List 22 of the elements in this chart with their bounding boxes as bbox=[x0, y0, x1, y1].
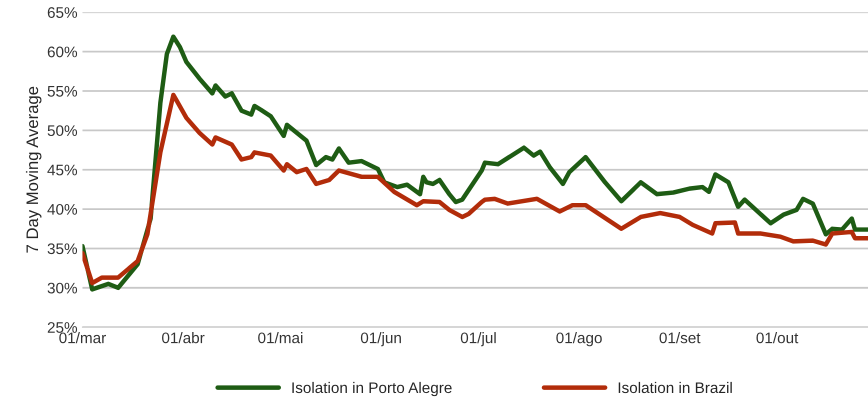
legend-label: Isolation in Porto Alegre bbox=[292, 382, 452, 396]
legend-label: Isolation in Brazil bbox=[618, 382, 732, 394]
y-tick-label: 55% bbox=[48, 86, 78, 97]
y-tick-label: 45% bbox=[47, 164, 78, 176]
y-tick-label: 35% bbox=[48, 243, 78, 254]
y-tick-label: 30% bbox=[48, 282, 78, 294]
x-tick-label: 01/mai bbox=[258, 332, 302, 344]
y-axis-title: 7 Day Moving Average bbox=[26, 86, 42, 253]
y-tick-label: 65% bbox=[48, 7, 78, 18]
x-tick-label: 01/jun bbox=[360, 332, 401, 346]
y-tick-label: 60% bbox=[48, 46, 78, 58]
line-series bbox=[82, 92, 868, 286]
x-tick-label: 01/jul bbox=[460, 332, 496, 346]
x-tick-label: 01/mar bbox=[59, 332, 106, 344]
y-tick-label: 50% bbox=[48, 125, 78, 136]
x-tick-label: 01/out bbox=[756, 332, 798, 344]
y-tick-label: 25% bbox=[48, 322, 78, 333]
y-tick-label: 40% bbox=[47, 204, 78, 215]
x-tick-label: 01/ago bbox=[556, 332, 602, 346]
x-tick-label: 01/abr bbox=[162, 332, 204, 344]
line-series bbox=[82, 34, 868, 292]
x-tick-label: 01/set bbox=[660, 332, 700, 344]
